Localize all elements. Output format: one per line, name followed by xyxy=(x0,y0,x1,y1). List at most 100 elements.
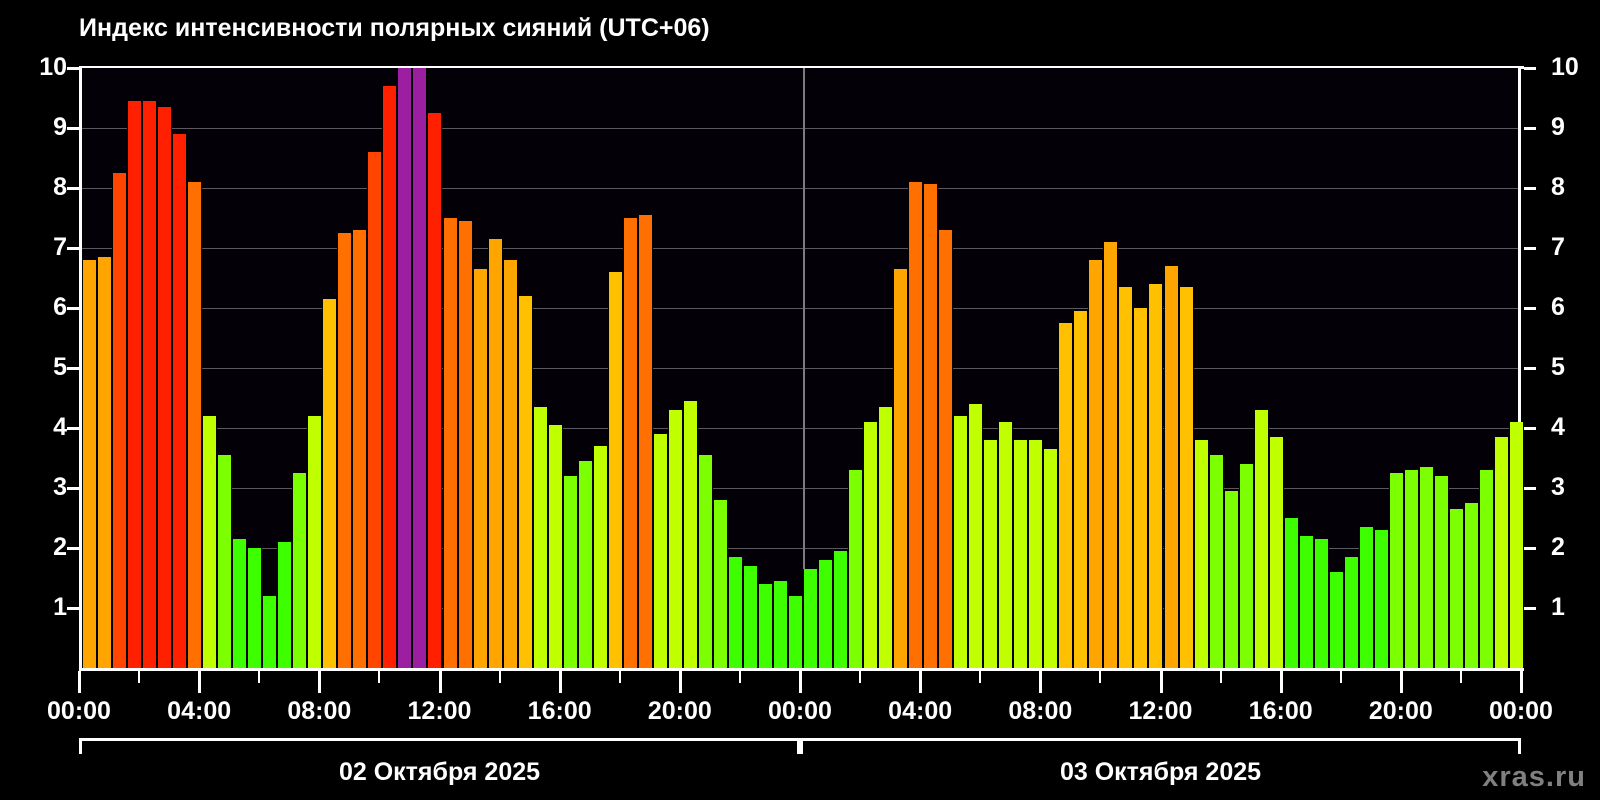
bar xyxy=(938,230,954,668)
x-tick-label-8: 08:00 xyxy=(1008,697,1073,725)
plot-area xyxy=(79,68,1524,668)
gridline-5 xyxy=(82,368,1518,369)
bar xyxy=(787,596,803,668)
bar xyxy=(1298,536,1314,668)
y-tick-label-right-2: 2 xyxy=(1551,533,1565,561)
bar xyxy=(772,581,788,668)
axis-baseline xyxy=(79,668,1524,671)
y-tick-mark-left-10 xyxy=(67,67,79,70)
y-tick-mark-right-6 xyxy=(1524,307,1536,310)
bar xyxy=(878,407,894,668)
bar xyxy=(1343,557,1359,668)
x-tick-minor-26 xyxy=(859,671,862,683)
x-tick-minor-18 xyxy=(618,671,621,683)
x-tick-minor-10 xyxy=(378,671,381,683)
bar xyxy=(322,299,338,668)
bar xyxy=(352,230,368,668)
bar xyxy=(1013,440,1029,668)
bar xyxy=(277,542,293,668)
y-tick-label-right-9: 9 xyxy=(1551,113,1565,141)
bar xyxy=(607,272,623,668)
bar xyxy=(1103,242,1119,668)
x-tick-mark-10 xyxy=(1279,671,1283,693)
bar xyxy=(577,461,593,668)
x-tick-label-12: 00:00 xyxy=(1489,697,1553,725)
y-tick-label-left-2: 2 xyxy=(53,533,67,561)
x-tick-minor-30 xyxy=(979,671,982,683)
bar xyxy=(307,416,323,668)
bar xyxy=(622,218,638,668)
bar xyxy=(1313,539,1329,668)
bar xyxy=(397,68,413,668)
y-tick-mark-left-7 xyxy=(67,247,79,250)
bar xyxy=(712,500,728,668)
bar xyxy=(818,560,834,668)
y-tick-mark-left-2 xyxy=(67,547,79,550)
y-tick-label-left-6: 6 xyxy=(53,293,67,321)
bar xyxy=(367,152,383,668)
y-tick-mark-right-3 xyxy=(1524,487,1536,490)
bar xyxy=(983,440,999,668)
bar xyxy=(202,416,218,668)
bar xyxy=(427,113,443,668)
x-tick-mark-1 xyxy=(198,671,202,693)
y-tick-label-left-5: 5 xyxy=(53,353,67,381)
day-label-2: 03 Октября 2025 xyxy=(1059,758,1262,786)
bar xyxy=(803,569,819,668)
y-tick-mark-right-4 xyxy=(1524,427,1536,430)
y-tick-mark-left-5 xyxy=(67,367,79,370)
bar xyxy=(1463,503,1479,668)
y-tick-label-left-4: 4 xyxy=(53,413,67,441)
bar xyxy=(1403,470,1419,668)
y-tick-mark-left-8 xyxy=(67,187,79,190)
bar xyxy=(1088,260,1104,668)
gridline-2 xyxy=(82,548,1518,549)
x-tick-minor-6 xyxy=(258,671,261,683)
x-tick-mark-12 xyxy=(1520,671,1523,693)
x-tick-label-6: 00:00 xyxy=(768,697,832,725)
axis-top-line xyxy=(79,66,1524,69)
bar xyxy=(127,101,143,668)
bar xyxy=(442,218,458,668)
y-tick-label-left-8: 8 xyxy=(53,173,67,201)
bar xyxy=(1163,266,1179,668)
x-tick-label-1: 04:00 xyxy=(167,697,232,725)
bar xyxy=(1118,287,1134,668)
bar xyxy=(1043,449,1059,668)
bar xyxy=(1238,464,1254,668)
bar xyxy=(1478,470,1494,668)
bar xyxy=(1148,284,1164,668)
bar xyxy=(923,183,939,668)
bar xyxy=(1418,467,1434,668)
bar xyxy=(502,260,518,668)
bar xyxy=(1448,509,1464,668)
y-tick-label-left-9: 9 xyxy=(53,113,67,141)
bar xyxy=(998,422,1014,668)
x-tick-label-3: 12:00 xyxy=(407,697,472,725)
bar xyxy=(1193,440,1209,668)
bar xyxy=(652,434,668,668)
day-bracket-2 xyxy=(800,738,1521,754)
y-tick-label-right-10: 10 xyxy=(1551,53,1579,81)
y-tick-label-left-1: 1 xyxy=(53,593,67,621)
x-tick-minor-34 xyxy=(1099,671,1102,683)
bar xyxy=(968,404,984,668)
bar xyxy=(757,584,773,668)
bar xyxy=(382,86,398,668)
x-tick-minor-14 xyxy=(498,671,501,683)
bar xyxy=(1283,518,1299,668)
y-tick-label-right-6: 6 xyxy=(1551,293,1565,321)
bar xyxy=(472,269,488,668)
bar xyxy=(848,470,864,668)
bar xyxy=(97,257,113,668)
bar xyxy=(833,551,849,668)
y-tick-mark-right-10 xyxy=(1524,67,1536,70)
y-tick-mark-right-1 xyxy=(1524,607,1536,610)
x-tick-mark-7 xyxy=(919,671,923,693)
bar xyxy=(547,425,563,668)
gridline-9 xyxy=(82,128,1518,129)
bar xyxy=(232,539,248,668)
bar xyxy=(247,548,263,668)
bar xyxy=(1028,440,1044,668)
y-tick-label-left-10: 10 xyxy=(39,53,67,81)
